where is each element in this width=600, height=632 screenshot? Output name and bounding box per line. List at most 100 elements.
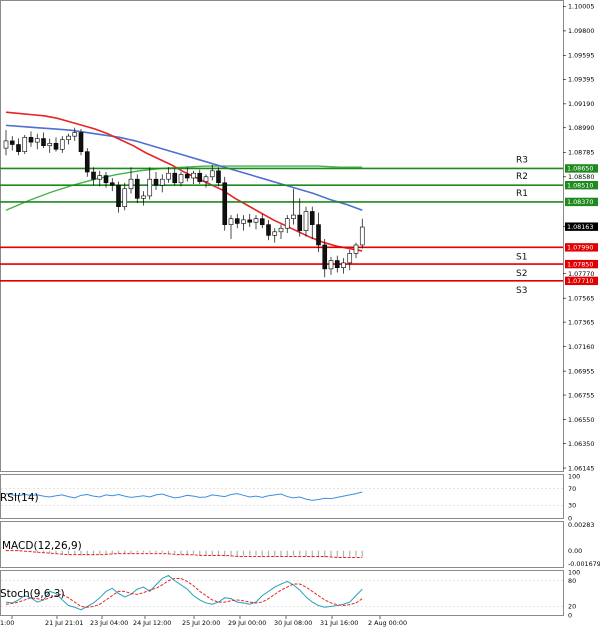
price-tick-label: 1.07365 xyxy=(568,318,594,326)
candle xyxy=(234,213,240,229)
candle-body-up xyxy=(203,176,209,182)
time-tick-label: 25 Jul 20:00 xyxy=(182,619,220,627)
candle-body-up xyxy=(97,175,103,180)
candle xyxy=(141,191,146,206)
level-tag-r3 xyxy=(565,164,598,173)
price-tick-label: 1.08990 xyxy=(568,124,594,132)
main-panel-frame xyxy=(0,0,564,472)
candle-body-up xyxy=(66,135,71,141)
moving-average-red-line xyxy=(5,111,363,252)
candle xyxy=(159,174,165,193)
candle-body-down xyxy=(134,178,140,199)
price-tick-label: 1.08785 xyxy=(568,149,594,157)
candle xyxy=(266,219,271,241)
stoch-layer: Stoch(9,6,3) xyxy=(0,574,563,611)
price-tick-label: 1.09190 xyxy=(568,100,594,108)
candle-body-down xyxy=(316,224,321,246)
candle-body-up xyxy=(272,231,278,236)
candle xyxy=(316,212,321,253)
candle xyxy=(259,213,265,229)
candle xyxy=(347,249,353,271)
candle xyxy=(16,138,21,156)
candle-body-down xyxy=(184,174,190,179)
candle xyxy=(9,136,15,151)
candle-body-down xyxy=(153,178,159,186)
moving-average-blue-line xyxy=(5,124,363,212)
candle-body-down xyxy=(322,244,328,270)
candle-body-up xyxy=(3,140,9,149)
candle-body-up xyxy=(353,244,359,254)
stoch-title: Stoch(9,6,3) xyxy=(0,588,65,600)
price-tick-label: 1.06550 xyxy=(568,416,594,424)
rsi-title: RSI(14) xyxy=(0,492,39,504)
candle xyxy=(241,215,246,231)
candle xyxy=(253,215,259,230)
candle xyxy=(66,133,71,145)
candle xyxy=(109,177,115,192)
candle-body-up xyxy=(347,253,353,264)
candle-body-down xyxy=(41,138,46,147)
price-tick-label: 1.07770 xyxy=(568,270,594,278)
candle xyxy=(222,176,228,231)
time-tick-label: 21 Jul 21:01 xyxy=(45,619,83,627)
candle xyxy=(47,138,53,153)
candle xyxy=(34,133,40,150)
candle-body-up xyxy=(178,174,184,184)
stoch-tick-label: 20 xyxy=(568,603,576,611)
candle xyxy=(322,238,328,278)
candle-body-up xyxy=(191,172,196,179)
candle-body-down xyxy=(216,170,221,184)
candle xyxy=(153,172,159,190)
candle-body-up xyxy=(228,218,234,225)
time-tick-label: 30 Jul 08:00 xyxy=(274,619,312,627)
candle xyxy=(209,164,215,181)
stoch-tick-label: 100 xyxy=(568,568,580,576)
candle-body-up xyxy=(303,211,309,231)
candle-body-up xyxy=(253,218,259,223)
stoch-tick-label: 80 xyxy=(568,577,576,585)
candle xyxy=(134,174,140,204)
candle xyxy=(191,170,196,184)
candle-body-down xyxy=(16,144,21,152)
candle-body-down xyxy=(259,218,265,225)
level-tag-r2 xyxy=(565,180,598,190)
candle-body-down xyxy=(197,172,203,182)
candle xyxy=(22,134,28,155)
price-tick-label: 1.07565 xyxy=(568,294,594,302)
candle-body-up xyxy=(284,218,290,229)
candle xyxy=(97,170,103,187)
stoch-tick-label: 0 xyxy=(568,611,572,619)
candle xyxy=(284,215,290,234)
rsi-layer: RSI(14) xyxy=(0,488,563,506)
candle xyxy=(178,172,184,187)
macd-panel-frame xyxy=(0,521,564,568)
level-name-s2: S2 xyxy=(516,269,527,279)
macd-tick-label: -0.001679 xyxy=(568,560,600,568)
main-price-layer: R3 R2 R1 S1 S2 S3 xyxy=(0,111,563,296)
level-tag-label-s1: 1.07990 xyxy=(567,244,593,252)
level-tag-label-s3: 1.07710 xyxy=(567,277,593,285)
candle-body-down xyxy=(53,143,59,150)
candle-body-up xyxy=(278,227,284,233)
rsi-tick-label: 0 xyxy=(568,514,572,522)
price-tick-label: 1.06145 xyxy=(568,464,594,472)
candle xyxy=(103,172,109,188)
level-tag-label-r2: 1.08510 xyxy=(567,181,593,189)
price-tick-label: 1.07160 xyxy=(568,343,594,351)
price-tick-label: 1.10005 xyxy=(568,3,594,11)
candle-body-down xyxy=(28,137,34,143)
candle-body-down xyxy=(84,151,90,173)
candle-body-down xyxy=(297,214,303,231)
level-name-s3: S3 xyxy=(516,286,527,296)
candle-body-up xyxy=(291,214,296,219)
candle-body-up xyxy=(47,143,53,147)
candle xyxy=(3,130,9,156)
level-name-r1: R1 xyxy=(516,189,528,199)
candle-body-up xyxy=(147,178,153,197)
candle-body-up xyxy=(59,139,65,150)
candle-body-down xyxy=(222,182,228,225)
candle xyxy=(291,188,296,225)
level-name-s1: S1 xyxy=(516,252,527,262)
level-tag-s2 xyxy=(565,259,598,269)
price-tick-label: 1.08580 xyxy=(568,173,594,181)
